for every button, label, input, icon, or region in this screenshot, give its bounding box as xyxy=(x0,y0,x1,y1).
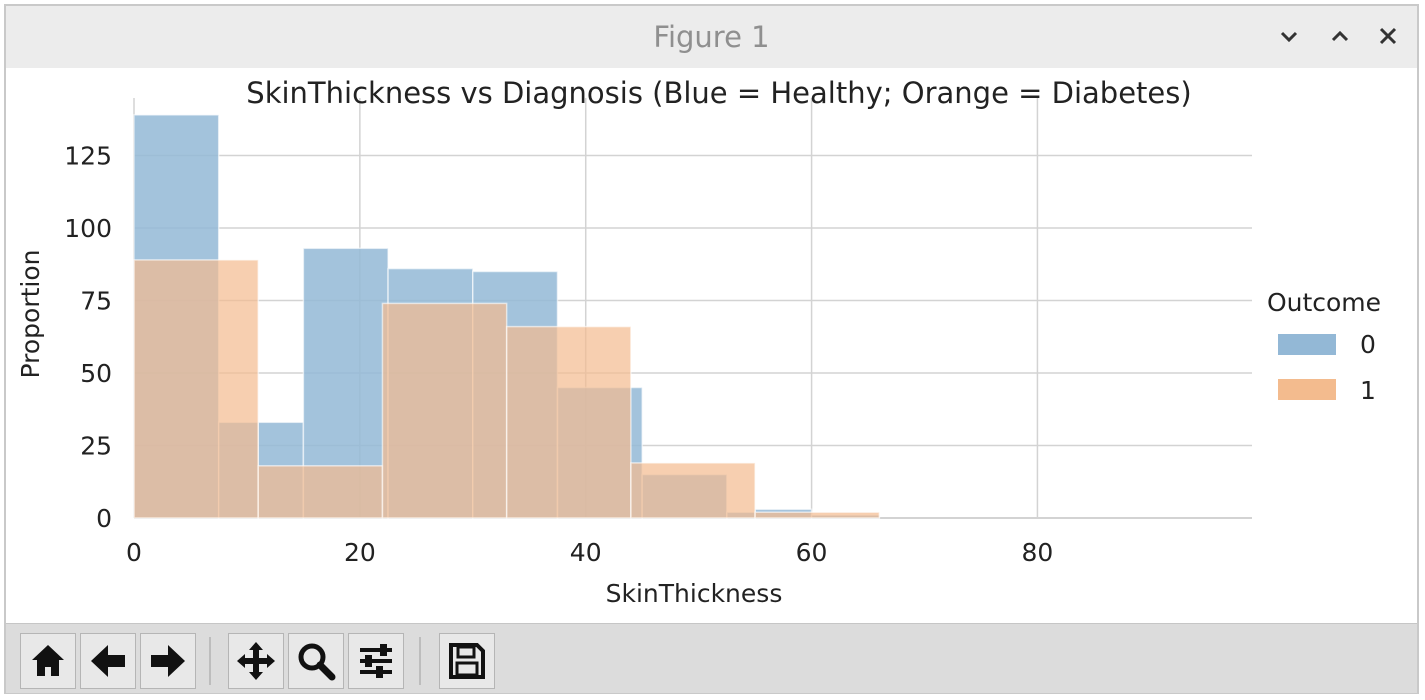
close-button[interactable] xyxy=(1372,20,1404,52)
navigation-toolbar xyxy=(6,623,1417,693)
chart-area[interactable]: 0 20 40 60 80 0 25 50 75 100 125 SkinThickness vs … xyxy=(6,68,1417,623)
toolbar-separator xyxy=(419,637,421,685)
legend-swatch-1 xyxy=(1278,379,1336,400)
search-icon xyxy=(298,643,336,681)
save-button[interactable] xyxy=(439,633,495,689)
legend-swatch-0 xyxy=(1278,334,1336,355)
save-icon xyxy=(449,643,485,679)
legend-title: Outcome xyxy=(1267,288,1381,317)
back-button[interactable] xyxy=(80,633,136,689)
x-axis-label: SkinThickness xyxy=(606,579,783,608)
histogram-bar-series-1 xyxy=(754,511,881,519)
histogram-bar-series-1 xyxy=(133,259,259,519)
legend-label-0: 0 xyxy=(1360,330,1376,359)
histogram-bar-series-1 xyxy=(257,465,384,519)
histogram-chart[interactable]: 0 20 40 60 80 0 25 50 75 100 125 SkinThickness vs … xyxy=(6,68,1417,623)
y-tick-label: 75 xyxy=(80,287,112,316)
histogram-bar-series-1 xyxy=(505,325,632,519)
home-icon xyxy=(32,645,64,676)
title-bar[interactable]: Figure 1 xyxy=(6,6,1417,69)
y-tick-label: 0 xyxy=(96,504,112,533)
configure-button[interactable] xyxy=(348,633,404,689)
x-tick-label: 0 xyxy=(126,538,142,567)
y-axis-label: Proportion xyxy=(16,250,45,379)
home-button[interactable] xyxy=(20,633,76,689)
maximize-button[interactable] xyxy=(1324,20,1356,52)
window-title: Figure 1 xyxy=(653,20,770,54)
y-tick-label: 25 xyxy=(80,432,112,461)
y-tick-label: 100 xyxy=(64,214,112,243)
move-icon xyxy=(237,642,275,680)
zoom-button[interactable] xyxy=(288,633,344,689)
x-tick-label: 40 xyxy=(570,538,602,567)
legend-label-1: 1 xyxy=(1360,376,1376,405)
close-icon xyxy=(1379,27,1397,45)
legend: Outcome 0 1 xyxy=(1267,288,1381,405)
forward-button[interactable] xyxy=(140,633,196,689)
y-tick-label: 125 xyxy=(64,142,112,171)
minimize-button[interactable] xyxy=(1273,20,1305,52)
bars xyxy=(133,114,881,519)
x-tick-label: 60 xyxy=(796,538,828,567)
figure-window: Figure 1 0 20 40 60 80 0 25 50 75 100 125 SkinThic… xyxy=(4,4,1419,694)
sliders-icon xyxy=(360,644,392,678)
histogram-bar-series-1 xyxy=(630,462,756,519)
chart-title: SkinThickness vs Diagnosis (Blue = Healt… xyxy=(246,76,1191,110)
toolbar-separator xyxy=(209,637,211,685)
chevron-up-icon xyxy=(1331,30,1349,42)
y-tick-label: 50 xyxy=(80,359,112,388)
arrow-left-icon xyxy=(91,645,125,677)
axes: 0 20 40 60 80 0 25 50 75 100 125 xyxy=(64,142,1053,568)
x-tick-label: 80 xyxy=(1022,538,1054,567)
chevron-down-icon xyxy=(1280,31,1298,43)
x-tick-label: 20 xyxy=(344,538,376,567)
pan-button[interactable] xyxy=(228,633,284,689)
arrow-right-icon xyxy=(151,645,185,677)
histogram-bar-series-1 xyxy=(381,302,508,519)
